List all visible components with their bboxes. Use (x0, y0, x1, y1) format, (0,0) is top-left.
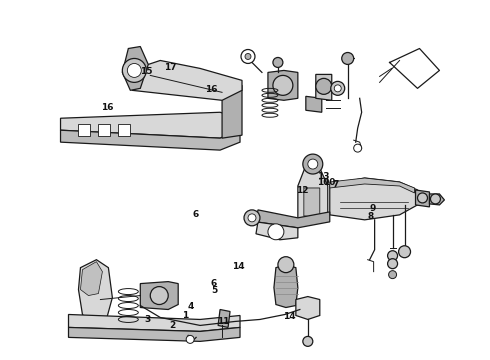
Text: 15: 15 (140, 67, 152, 76)
Polygon shape (330, 178, 417, 220)
Circle shape (244, 210, 260, 226)
Text: 13: 13 (317, 172, 329, 181)
Polygon shape (69, 328, 240, 341)
Polygon shape (296, 297, 320, 319)
Polygon shape (304, 188, 320, 218)
Polygon shape (130, 60, 242, 100)
Text: 16: 16 (101, 103, 114, 112)
Circle shape (150, 287, 168, 305)
Polygon shape (140, 282, 178, 310)
Circle shape (278, 257, 294, 273)
Text: 6: 6 (210, 279, 217, 288)
Text: 10: 10 (317, 178, 329, 187)
Polygon shape (222, 85, 242, 138)
Text: 1: 1 (182, 311, 189, 320)
Circle shape (331, 81, 345, 95)
Polygon shape (274, 265, 298, 307)
Polygon shape (256, 222, 298, 240)
Text: 8: 8 (368, 212, 374, 221)
Circle shape (342, 53, 354, 64)
Polygon shape (429, 194, 444, 205)
Circle shape (241, 50, 255, 63)
Circle shape (273, 58, 283, 67)
Text: 5: 5 (212, 286, 218, 295)
Circle shape (248, 214, 256, 222)
Circle shape (388, 251, 397, 261)
Text: 6: 6 (192, 210, 198, 219)
Text: 14: 14 (232, 262, 245, 271)
Text: 4: 4 (187, 302, 194, 311)
Polygon shape (122, 46, 148, 90)
Text: 9: 9 (370, 204, 376, 213)
Polygon shape (330, 178, 415, 193)
Circle shape (273, 75, 293, 95)
Text: 2: 2 (170, 321, 176, 330)
Polygon shape (61, 112, 240, 138)
Circle shape (268, 224, 284, 240)
Polygon shape (316, 75, 332, 100)
Circle shape (245, 54, 251, 59)
Text: 10: 10 (323, 178, 335, 187)
Polygon shape (256, 210, 330, 228)
Circle shape (316, 78, 332, 94)
Circle shape (389, 271, 396, 279)
Polygon shape (78, 260, 112, 324)
Text: 11: 11 (217, 317, 229, 326)
Polygon shape (298, 168, 328, 224)
Circle shape (127, 63, 141, 77)
Circle shape (308, 159, 318, 169)
Circle shape (186, 336, 194, 343)
Text: 3: 3 (144, 315, 150, 324)
Polygon shape (218, 310, 230, 328)
Text: 17: 17 (165, 63, 177, 72)
Circle shape (398, 246, 411, 258)
Circle shape (417, 193, 427, 203)
Circle shape (122, 58, 147, 82)
Text: 16: 16 (204, 85, 217, 94)
Polygon shape (119, 124, 130, 136)
Circle shape (354, 144, 362, 152)
Polygon shape (98, 124, 110, 136)
Circle shape (388, 259, 397, 269)
Polygon shape (69, 315, 240, 332)
Text: 14: 14 (283, 312, 295, 321)
Polygon shape (306, 96, 322, 112)
Polygon shape (78, 124, 91, 136)
Polygon shape (61, 130, 240, 150)
Polygon shape (416, 190, 429, 207)
Polygon shape (268, 71, 298, 100)
Circle shape (303, 336, 313, 346)
Text: 12: 12 (296, 185, 309, 194)
Circle shape (303, 154, 323, 174)
Circle shape (334, 85, 341, 92)
Text: 7: 7 (332, 180, 339, 189)
Polygon shape (80, 262, 102, 296)
Circle shape (431, 194, 441, 204)
